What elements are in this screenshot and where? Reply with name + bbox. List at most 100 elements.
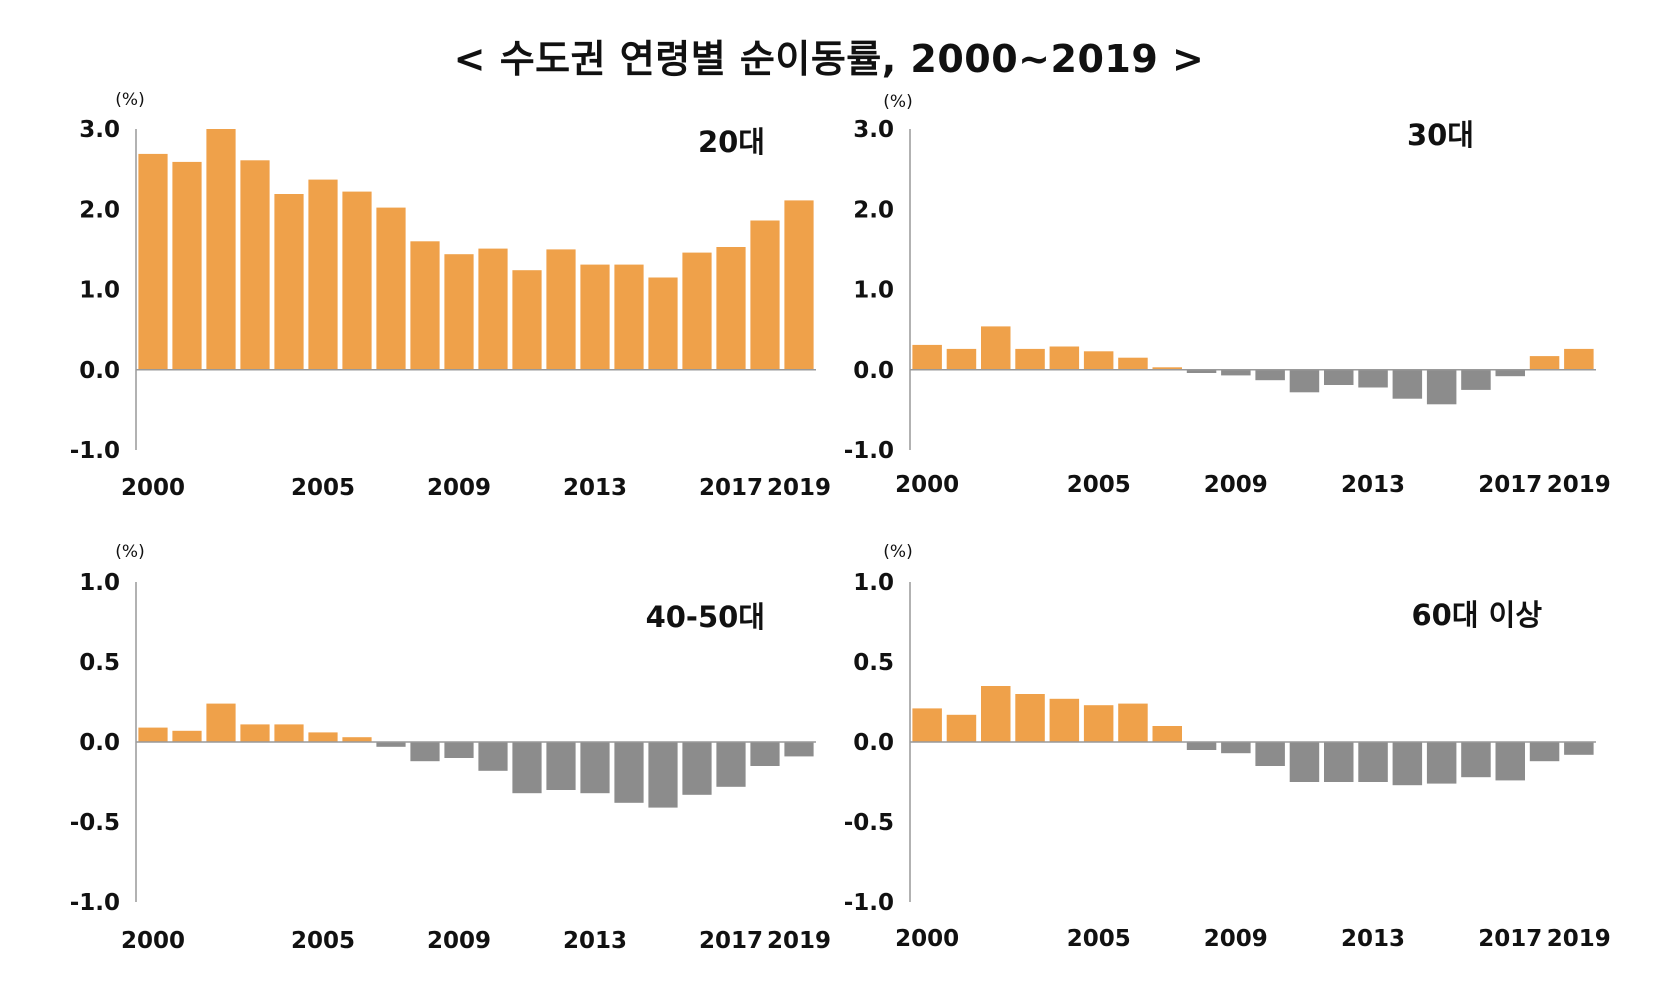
- bar-2002: [206, 703, 236, 742]
- bar-2013: [580, 264, 610, 370]
- bar-2003: [1015, 694, 1045, 742]
- bar-2006: [342, 191, 372, 370]
- bar-2012: [546, 742, 576, 790]
- y-tick-label: 0.0: [853, 730, 894, 756]
- bar-2004: [1049, 698, 1080, 742]
- y-tick-label: -1.0: [70, 438, 120, 464]
- bar-2008: [410, 241, 440, 370]
- x-tick-label: 2005: [1067, 472, 1131, 498]
- x-tick-label: 2000: [121, 928, 185, 954]
- bar-2012: [546, 249, 576, 370]
- bar-2011: [512, 742, 542, 794]
- bar-2015: [1426, 742, 1457, 784]
- x-tick-label: 2005: [1067, 926, 1131, 952]
- x-tick-label: 2013: [1341, 472, 1405, 498]
- bar-2014: [1392, 742, 1423, 786]
- bar-2008: [1186, 742, 1217, 750]
- x-tick-label: 2017: [1478, 472, 1542, 498]
- bar-2006: [1118, 357, 1148, 370]
- bar-2012: [1324, 369, 1354, 385]
- bar-2005: [308, 179, 338, 370]
- bar-2000: [912, 344, 942, 370]
- x-tick-label: 2009: [1204, 926, 1268, 952]
- panel-title: 20대: [698, 125, 765, 159]
- bar-2017: [716, 247, 746, 370]
- bar-2008: [1186, 369, 1217, 373]
- x-tick-labels: 2000 2005 2009 2013 2017 2019: [121, 928, 831, 954]
- bar-2007: [1152, 367, 1182, 370]
- bar-2007: [1152, 726, 1182, 742]
- y-tick-label: 0.0: [79, 730, 120, 756]
- x-tick-label: 2013: [563, 475, 627, 501]
- bar-2014: [1392, 369, 1423, 399]
- bar-2016: [682, 742, 712, 795]
- bar-2010: [1255, 369, 1285, 381]
- bar-2011: [1289, 369, 1320, 393]
- x-tick-label: 2013: [563, 928, 627, 954]
- y-tick-label: -0.5: [70, 810, 120, 836]
- unit-label: (%): [115, 90, 144, 110]
- x-tick-label: 2005: [291, 475, 355, 501]
- unit-label: (%): [883, 92, 912, 112]
- bar-2013: [1358, 742, 1388, 782]
- bar-2002: [981, 326, 1011, 370]
- bar-2019: [784, 742, 814, 757]
- bar-2001: [946, 348, 977, 370]
- bar-2000: [138, 727, 168, 742]
- x-tick-label: 2000: [121, 475, 185, 501]
- y-tick-label: -1.0: [70, 890, 120, 916]
- bar-2006: [342, 737, 372, 742]
- bar-2000: [138, 153, 168, 370]
- bar-2010: [478, 742, 508, 771]
- y-tick-label: 1.0: [79, 570, 120, 596]
- bar-2004: [274, 194, 304, 370]
- y-tick-label: -0.5: [844, 810, 894, 836]
- x-tick-label: 2000: [895, 926, 959, 952]
- bar-2014: [614, 742, 644, 803]
- bar-2004: [1049, 346, 1080, 370]
- bar-2017: [716, 742, 746, 787]
- bar-2009: [444, 742, 474, 758]
- x-tick-label: 2000: [895, 472, 959, 498]
- bar-2006: [1118, 703, 1148, 742]
- bar-2009: [444, 254, 474, 370]
- bar-2017: [1495, 369, 1525, 377]
- bar-2018: [1529, 356, 1560, 370]
- x-tick-label: 2017: [1478, 926, 1542, 952]
- bar-2016: [1461, 742, 1491, 778]
- bar-2013: [1358, 369, 1388, 388]
- y-tick-label: 2.0: [853, 197, 894, 223]
- bar-2003: [240, 724, 270, 742]
- bar-2019: [1564, 348, 1594, 370]
- bar-2002: [981, 686, 1011, 742]
- bar-2008: [410, 742, 440, 762]
- bar-2005: [1083, 705, 1114, 742]
- bar-2015: [1426, 369, 1457, 405]
- unit-label: (%): [883, 542, 912, 562]
- x-tick-label: 2017: [699, 928, 763, 954]
- bar-2009: [1221, 742, 1251, 754]
- x-tick-labels: 2000 2005 2009 2013 2017 2019: [895, 472, 1611, 498]
- x-tick-label: 2013: [1341, 926, 1405, 952]
- x-tick-label: 2019: [767, 475, 831, 501]
- y-tick-label: -1.0: [844, 890, 894, 916]
- x-tick-label: 2009: [1204, 472, 1268, 498]
- bar-2000: [912, 708, 942, 742]
- x-tick-label: 2019: [767, 928, 831, 954]
- panel-title: 60대 이상: [1412, 598, 1543, 632]
- bar-2016: [1461, 369, 1491, 390]
- bar-2019: [784, 200, 814, 370]
- bar-2001: [172, 730, 202, 742]
- bar-2019: [1564, 742, 1594, 755]
- bar-2005: [1083, 351, 1114, 370]
- main-title: < 수도권 연령별 순이동률, 2000~2019 >: [453, 37, 1205, 81]
- bar-2015: [648, 277, 678, 370]
- y-tick-label: 3.0: [853, 117, 894, 143]
- bar-2010: [1255, 742, 1285, 766]
- x-tick-label: 2009: [427, 928, 491, 954]
- bar-2004: [274, 724, 304, 742]
- bar-2001: [172, 161, 202, 370]
